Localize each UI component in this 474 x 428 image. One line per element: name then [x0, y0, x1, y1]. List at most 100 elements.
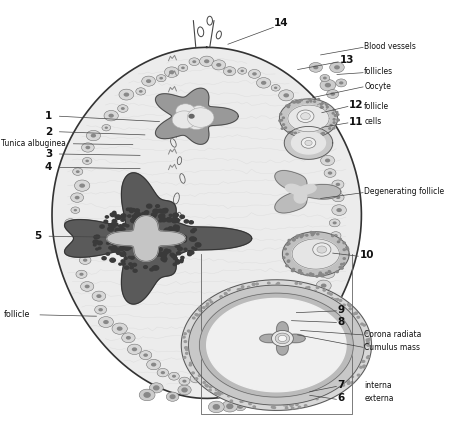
Circle shape	[283, 93, 289, 98]
Circle shape	[319, 272, 321, 273]
Circle shape	[112, 220, 117, 223]
Circle shape	[309, 98, 310, 100]
Circle shape	[178, 247, 182, 250]
Circle shape	[173, 213, 178, 217]
Circle shape	[347, 383, 350, 384]
Circle shape	[267, 282, 270, 284]
Circle shape	[120, 244, 124, 246]
Circle shape	[183, 357, 186, 358]
Circle shape	[302, 235, 304, 236]
Circle shape	[299, 282, 302, 284]
Circle shape	[313, 131, 326, 140]
Circle shape	[182, 388, 187, 392]
Circle shape	[260, 349, 273, 359]
Circle shape	[143, 238, 148, 242]
Circle shape	[189, 331, 191, 333]
Circle shape	[164, 229, 170, 234]
Circle shape	[71, 207, 80, 214]
Circle shape	[185, 349, 188, 351]
Circle shape	[309, 62, 322, 72]
Circle shape	[321, 133, 323, 134]
Circle shape	[110, 258, 115, 262]
Circle shape	[343, 304, 345, 306]
Polygon shape	[64, 173, 252, 304]
Circle shape	[161, 218, 166, 222]
Circle shape	[325, 83, 331, 87]
Circle shape	[112, 323, 128, 334]
Circle shape	[150, 217, 153, 219]
Polygon shape	[155, 88, 238, 144]
Circle shape	[320, 274, 322, 275]
Circle shape	[314, 101, 316, 102]
Circle shape	[367, 342, 369, 344]
Circle shape	[170, 253, 174, 256]
Circle shape	[176, 104, 195, 118]
Circle shape	[82, 143, 94, 152]
Circle shape	[311, 232, 313, 234]
Circle shape	[93, 244, 96, 246]
Circle shape	[164, 67, 179, 77]
Circle shape	[343, 242, 345, 244]
Circle shape	[195, 243, 201, 247]
Circle shape	[325, 271, 330, 275]
Circle shape	[286, 244, 289, 245]
Circle shape	[367, 356, 370, 357]
Circle shape	[141, 242, 145, 245]
Circle shape	[120, 228, 125, 231]
Circle shape	[102, 125, 110, 131]
Circle shape	[313, 135, 315, 136]
Circle shape	[295, 101, 297, 102]
Circle shape	[299, 270, 301, 271]
Circle shape	[122, 223, 127, 226]
Circle shape	[151, 233, 155, 237]
Circle shape	[336, 183, 340, 186]
Circle shape	[288, 341, 293, 345]
Circle shape	[191, 106, 207, 118]
Circle shape	[139, 242, 144, 246]
Circle shape	[311, 274, 314, 275]
Circle shape	[180, 259, 183, 261]
Circle shape	[179, 377, 190, 385]
Circle shape	[292, 239, 294, 240]
Circle shape	[219, 392, 221, 393]
Circle shape	[181, 256, 184, 259]
Circle shape	[119, 89, 134, 100]
Circle shape	[182, 336, 185, 338]
Circle shape	[237, 68, 246, 74]
Circle shape	[164, 210, 167, 212]
Circle shape	[95, 235, 100, 238]
Circle shape	[295, 282, 298, 284]
Circle shape	[290, 404, 292, 405]
Circle shape	[176, 229, 179, 231]
Circle shape	[316, 287, 319, 288]
Text: Tunica albuginea: Tunica albuginea	[0, 139, 65, 148]
Circle shape	[346, 379, 349, 381]
Circle shape	[117, 250, 119, 252]
Circle shape	[320, 79, 336, 91]
Circle shape	[312, 233, 314, 235]
Text: 3: 3	[45, 149, 52, 159]
Circle shape	[292, 239, 295, 241]
Circle shape	[116, 240, 121, 244]
Circle shape	[283, 124, 284, 125]
Circle shape	[143, 248, 148, 252]
Circle shape	[320, 104, 322, 105]
Circle shape	[283, 338, 297, 348]
Circle shape	[240, 70, 244, 72]
Circle shape	[292, 268, 295, 270]
Circle shape	[329, 244, 340, 253]
Circle shape	[132, 220, 136, 223]
Circle shape	[161, 371, 165, 374]
Circle shape	[124, 241, 128, 244]
Circle shape	[294, 102, 298, 106]
Circle shape	[298, 101, 301, 103]
Circle shape	[113, 211, 116, 214]
Circle shape	[318, 297, 323, 300]
Circle shape	[146, 204, 152, 208]
Circle shape	[200, 56, 214, 66]
Circle shape	[115, 215, 120, 219]
Circle shape	[189, 364, 191, 366]
Circle shape	[189, 58, 200, 65]
Circle shape	[316, 398, 318, 400]
Circle shape	[189, 221, 193, 224]
